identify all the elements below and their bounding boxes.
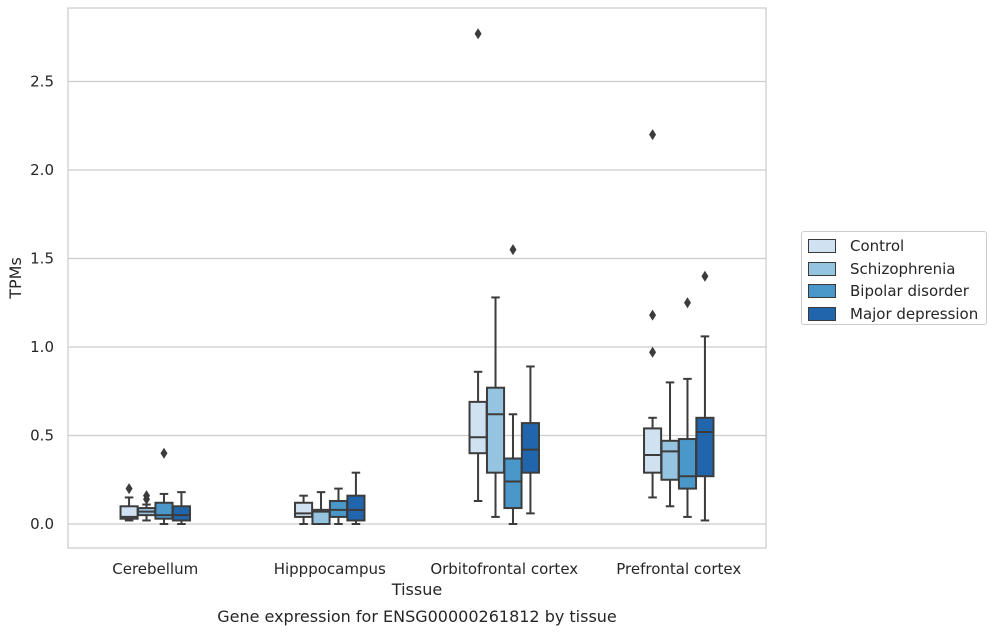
y-tick-label: 1.5 <box>30 250 54 268</box>
outlier-point <box>649 309 657 321</box>
legend-item: Schizophrenia <box>802 258 986 281</box>
y-axis-label: TPMs <box>6 257 25 300</box>
box-control <box>643 129 663 499</box>
legend-label: Bipolar disorder <box>850 282 969 301</box>
outlier-point <box>125 483 133 495</box>
y-tick-label: 0.0 <box>30 515 54 533</box>
y-tick-label: 1.0 <box>30 338 54 356</box>
box-schizophrenia <box>311 491 331 525</box>
outlier-point <box>474 28 482 40</box>
iqr-box <box>503 457 523 510</box>
outlier-point <box>683 297 691 309</box>
box-major-depression <box>171 491 191 525</box>
box-control <box>119 483 139 522</box>
iqr-box <box>154 501 174 520</box>
outlier-point <box>143 490 151 502</box>
box-schizophrenia <box>485 296 506 518</box>
legend-label: Schizophrenia <box>850 259 956 278</box>
y-tick-label: 2.0 <box>30 161 54 179</box>
box-schizophrenia <box>136 490 157 522</box>
iqr-box <box>294 501 314 518</box>
box-major-depression <box>520 365 540 515</box>
plot-frame <box>67 7 767 549</box>
iqr-box <box>660 439 680 481</box>
outlier-point <box>649 346 657 358</box>
iqr-box <box>485 386 506 474</box>
legend-label: Major depression <box>850 304 979 323</box>
x-tick-label: Hipppocampus <box>274 560 386 578</box>
legend-label: Control <box>850 237 905 256</box>
x-tick-labels: Cerebellum Hipppocampus Orbitofrontal cort… <box>112 560 741 578</box>
x-tick-label: Cerebellum <box>112 560 198 578</box>
legend-item: Bipolar disorder <box>802 280 986 303</box>
y-tick-labels: 0.0 0.5 1.0 1.5 2.0 2.5 <box>30 73 54 534</box>
outlier-point <box>649 129 657 141</box>
legend-swatch <box>808 261 836 276</box>
box-major-depression <box>346 471 366 525</box>
box-bipolar-disorder <box>677 297 698 518</box>
iqr-box <box>468 400 488 455</box>
legend-swatch <box>808 239 836 254</box>
iqr-box <box>677 438 698 490</box>
legend-item: Major depression <box>802 303 986 326</box>
outlier-point <box>701 270 709 282</box>
box-control <box>468 28 488 502</box>
box-schizophrenia <box>660 381 680 508</box>
box-bipolar-disorder <box>328 487 349 525</box>
y-tick-label: 0.5 <box>30 427 54 445</box>
outlier-point <box>509 244 517 256</box>
legend-swatch <box>808 284 836 299</box>
box-bipolar-disorder <box>154 447 174 525</box>
box-layer <box>119 28 715 525</box>
box-control <box>294 494 314 525</box>
grid-lines <box>68 80 766 525</box>
iqr-box <box>346 494 366 522</box>
iqr-box <box>695 416 715 478</box>
outlier-point <box>160 447 168 459</box>
box-major-depression <box>695 270 715 522</box>
x-tick-label: Prefrontal cortex <box>616 560 741 578</box>
legend-swatch <box>808 306 836 321</box>
legend-item: Control <box>802 235 986 258</box>
iqr-box <box>520 422 540 474</box>
chart-caption: Gene expression for ENSG00000261812 by t… <box>217 607 617 626</box>
x-tick-label: Orbitofrontal cortex <box>430 560 578 578</box>
iqr-box <box>643 427 663 474</box>
legend: Control Schizophrenia Bipolar disorder Majo… <box>801 231 987 325</box>
y-tick-label: 2.5 <box>30 73 54 91</box>
iqr-box <box>171 505 191 522</box>
box-bipolar-disorder <box>503 244 523 525</box>
x-axis-label: Tissue <box>391 580 442 599</box>
